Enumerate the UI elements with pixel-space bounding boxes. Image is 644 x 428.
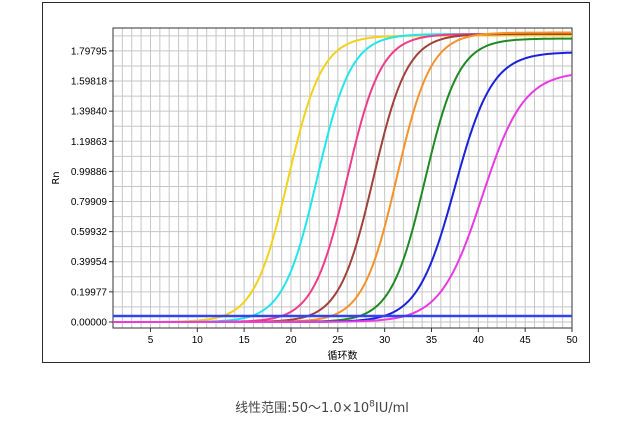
caption-suffix: IU/ml xyxy=(374,401,409,416)
x-tick-label: 15 xyxy=(239,335,251,346)
y-tick-label: 0.79909 xyxy=(71,197,108,208)
y-axis-title: Rn xyxy=(51,171,62,184)
y-tick-label: 1.19863 xyxy=(71,137,108,148)
caption: 线性范围:50～1.0×108IU/ml xyxy=(0,397,644,416)
plot-area xyxy=(112,27,573,329)
series-line-1 xyxy=(113,34,572,323)
series-line-2 xyxy=(113,33,572,323)
y-tick-label: 0.59932 xyxy=(71,227,108,238)
x-axis-ticks: 5 10 15 20 25 30 35 40 45 50 xyxy=(148,328,578,346)
x-tick-label: 5 xyxy=(148,335,154,346)
x-tick-label: 10 xyxy=(192,335,204,346)
amplification-chart: 0.00000 0.19977 0.39954 0.59932 0.79909 0.998… xyxy=(51,27,578,362)
y-tick-label: 0.19977 xyxy=(71,287,108,298)
y-tick-label: 1.79795 xyxy=(71,46,108,57)
series-line-4 xyxy=(113,33,572,323)
y-tick-label: 1.39840 xyxy=(71,107,108,118)
y-tick-label: 0.00000 xyxy=(71,317,108,328)
y-tick-label: 1.59818 xyxy=(71,77,108,88)
x-tick-label: 30 xyxy=(379,335,391,346)
y-axis-ticks: 0.00000 0.19977 0.39954 0.59932 0.79909 0.998… xyxy=(71,46,113,328)
y-tick-label: 0.99886 xyxy=(71,167,108,178)
x-tick-label: 45 xyxy=(520,335,532,346)
y-tick-label: 0.39954 xyxy=(71,257,108,268)
chart-figure: 0.00000 0.19977 0.39954 0.59932 0.79909 0.998… xyxy=(42,2,590,363)
x-tick-label: 35 xyxy=(426,335,438,346)
x-tick-label: 20 xyxy=(285,335,297,346)
series-line-8 xyxy=(113,74,573,323)
series-line-5 xyxy=(113,31,572,323)
caption-prefix: 线性范围:50～1.0×10 xyxy=(235,401,370,416)
x-tick-label: 40 xyxy=(473,335,485,346)
caption-exponent: 8 xyxy=(369,399,375,410)
x-tick-label: 50 xyxy=(566,335,578,346)
series-layer xyxy=(113,31,573,323)
x-tick-label: 25 xyxy=(332,335,344,346)
x-axis-title: 循环数 xyxy=(328,349,358,362)
series-line-3 xyxy=(113,33,572,323)
